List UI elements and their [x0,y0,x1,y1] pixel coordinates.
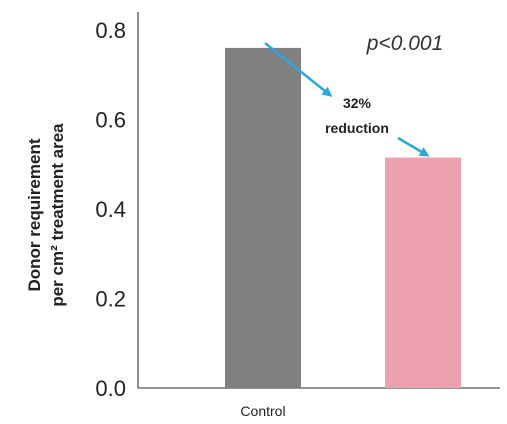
y-axis-label-line1: Donor requirement [25,138,44,291]
reduction-word-label: reduction [325,120,389,136]
reduction-arrow-bottom [397,136,430,157]
y-tick-label: 0.6 [95,108,126,133]
category-label: Control [240,403,285,419]
y-tick-label: 0.2 [95,287,126,312]
bars-group [225,47,461,389]
reduction-arrow-top [264,42,333,97]
bar-1 [225,47,301,389]
p-value-annotation: p<0.001 [366,32,444,55]
y-tick-label: 0.4 [95,197,126,222]
bar-2 [385,157,461,388]
y-tick-label: 0.8 [95,18,126,43]
category-labels: Control [240,403,285,419]
y-tick-labels: 0.0 0.2 0.4 0.6 0.8 [95,18,126,401]
y-tick-label: 0.0 [95,376,126,401]
y-axis-label-line2: per cm² treatment area [48,123,67,307]
reduction-percent-label: 32% [343,95,372,111]
